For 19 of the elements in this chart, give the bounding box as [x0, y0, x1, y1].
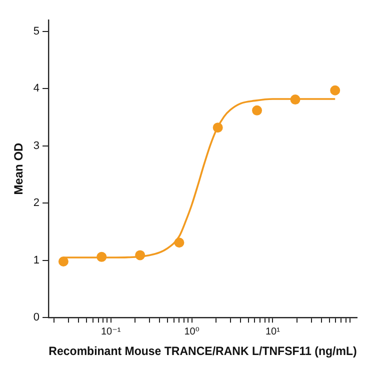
- y-tick-label: 5: [33, 25, 40, 38]
- y-axis-title: Mean OD: [12, 142, 26, 195]
- point: [290, 94, 300, 105]
- x-tick-label: 10¹: [265, 326, 281, 338]
- x-tick-label: 10⁰: [184, 326, 200, 338]
- point: [330, 85, 340, 96]
- x-tick-label: 10⁻¹: [100, 326, 122, 338]
- point: [212, 122, 223, 133]
- y-tick-label: 4: [33, 82, 40, 95]
- point: [58, 256, 68, 267]
- point: [174, 238, 184, 248]
- x-axis-title: Recombinant Mouse TRANCE/RANK L/TNFSF11 (ng/mL): [48, 344, 357, 358]
- point: [96, 252, 107, 262]
- point: [252, 105, 262, 116]
- y-tick-label: 2: [33, 197, 40, 210]
- y-tick-label: 0: [33, 312, 40, 324]
- y-tick-label: 3: [33, 140, 40, 152]
- y-tick-label: 1: [33, 254, 40, 266]
- point: [135, 250, 146, 260]
